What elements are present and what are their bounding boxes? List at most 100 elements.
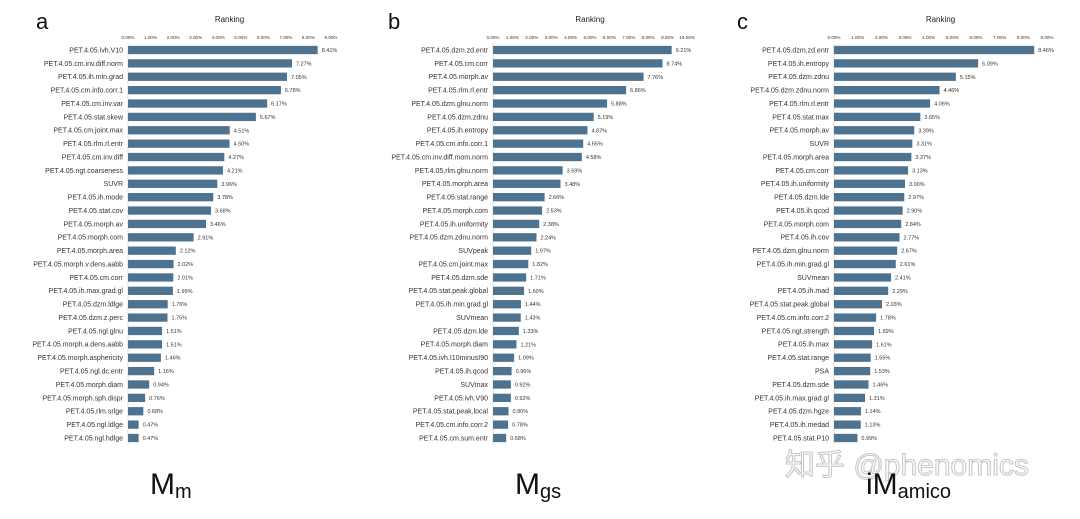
data-label: 1.13% [865,423,881,429]
category-label: PET.4.05.rlm.rl.entr [428,88,489,95]
data-label: 2.67% [901,249,917,255]
model-label-subscript: m [175,481,192,503]
data-label: 1.51% [166,342,182,348]
category-label: PET.4.05.dzm.ldlge [63,302,123,309]
bar [834,433,858,443]
category-label: PET.4.05.morph.diam [56,382,123,389]
category-label: PET.4.05.ivh.I10minusI90 [409,355,488,362]
bar [834,139,913,148]
category-label: PET.4.05.ngl.glnu [68,328,123,335]
category-label: PET.4.05.rlm.glnu.norm [415,168,488,175]
model-label-main: iM [866,468,898,501]
category-label: PET.4.05.dzm.glnu.norm [411,101,488,108]
category-label: PET.4.05.morph.v.dens.aabb [33,261,123,268]
category-label: PET.4.05.dzm.z.perc [58,315,123,322]
bar [128,380,150,389]
category-label: PET.4.05.ih.min.grad [58,74,123,81]
chart-title: Ranking [926,15,955,24]
bar [493,45,672,55]
bar [493,112,594,122]
bar [128,139,230,148]
bar [128,233,194,242]
x-tick-label: 5.00% [234,35,247,40]
category-label: PET.4.05.morph.av [63,221,123,228]
data-label: 4.27% [228,155,244,161]
data-label: 0.68% [147,409,163,415]
x-tick-label: 8.00% [302,35,315,40]
category-label: PET.4.05.stat.skew [63,114,123,121]
category-label: PET.4.05.dzm.glnu.norm [752,248,829,255]
category-label: PET.4.05.stat.peak.local [413,409,489,416]
category-label: PET.4.05.morph.sph.dispr [42,395,123,402]
bar [834,206,903,215]
x-tick-label: 1.00% [506,35,519,40]
category-label: PET.4.05.stat.cov [69,208,124,215]
model-label: iMamico [866,468,951,503]
category-label: PET.4.05.cm.joint.max [53,128,123,135]
data-label: 3.00% [909,182,925,188]
bar [834,246,898,255]
data-label: 2.24% [540,235,556,241]
bar [834,366,871,376]
category-label: PET.4.05.ngl.dc.entr [60,369,124,376]
panel-letter: b [388,9,400,34]
bar [834,112,921,122]
x-tick-label: 4.00% [564,35,577,40]
bar [128,112,256,122]
data-label: 0.80% [513,409,529,415]
data-label: 6.17% [271,102,287,108]
x-tick-label: 4.00% [922,35,935,40]
category-label: PET.4.05.ivh.V90 [434,395,488,402]
bar [834,273,892,282]
x-tick-label: 3.00% [898,35,911,40]
data-label: 1.31% [869,396,885,402]
data-label: 8.74% [667,61,683,67]
x-tick-label: 3.00% [545,35,558,40]
data-label: 0.94% [153,382,169,388]
data-label: 4.50% [234,142,250,148]
category-label: PET.4.05.ih.max.grad.gl [49,288,124,295]
category-label: PET.4.05.dzm.sde [431,275,488,282]
category-label: PET.4.05.ih.min.grad.gl [757,261,830,268]
data-label: 7.27% [296,61,312,67]
bar [834,420,861,429]
data-label: 1.69% [878,329,894,335]
data-label: 0.78% [512,423,528,429]
data-label: 2.91% [198,235,214,241]
data-label: 2.77% [904,235,920,241]
bar [128,340,163,349]
category-label: PET.4.05.cm.inv.var [61,101,123,108]
data-label: 4.21% [227,168,243,174]
bar [834,85,940,95]
category-label: PET.4.05.morph.com [764,221,830,228]
category-label: SUVmean [797,275,829,282]
data-label: 1.99% [177,289,193,295]
data-label: 3.68% [215,209,231,215]
data-label: 0.96% [516,369,532,375]
bar [834,193,905,202]
data-label: 1.76% [172,302,188,308]
x-tick-label: 7.00% [279,35,292,40]
bar [128,193,214,202]
panel-letter: a [36,9,49,34]
data-label: 6.78% [285,88,301,94]
category-label: PSA [815,369,829,376]
category-label: PET.4.05.stat.peak.global [409,288,489,295]
category-label: PET.4.05.ih.max [778,342,829,349]
bar [834,72,956,81]
data-label: 1.51% [166,329,182,335]
data-label: 0.76% [149,396,165,402]
data-label: 7.76% [648,75,664,81]
x-tick-label: 2.00% [525,35,538,40]
category-label: PET.4.05.ngt.coarseness [45,168,123,175]
bar [128,273,174,282]
category-label: PET.4.05.stat.range [768,355,830,362]
category-label: PET.4.05.stat.max [772,114,829,121]
data-label: 9.21% [676,48,692,54]
category-label: PET.4.05.ngt.strength [762,328,829,335]
category-label: PET.4.05.morph.com [423,208,489,215]
data-label: 4.06% [934,102,950,108]
category-label: PET.4.05.cm.inv.diff.mom.norm [391,154,488,161]
data-label: 3.13% [912,168,928,174]
